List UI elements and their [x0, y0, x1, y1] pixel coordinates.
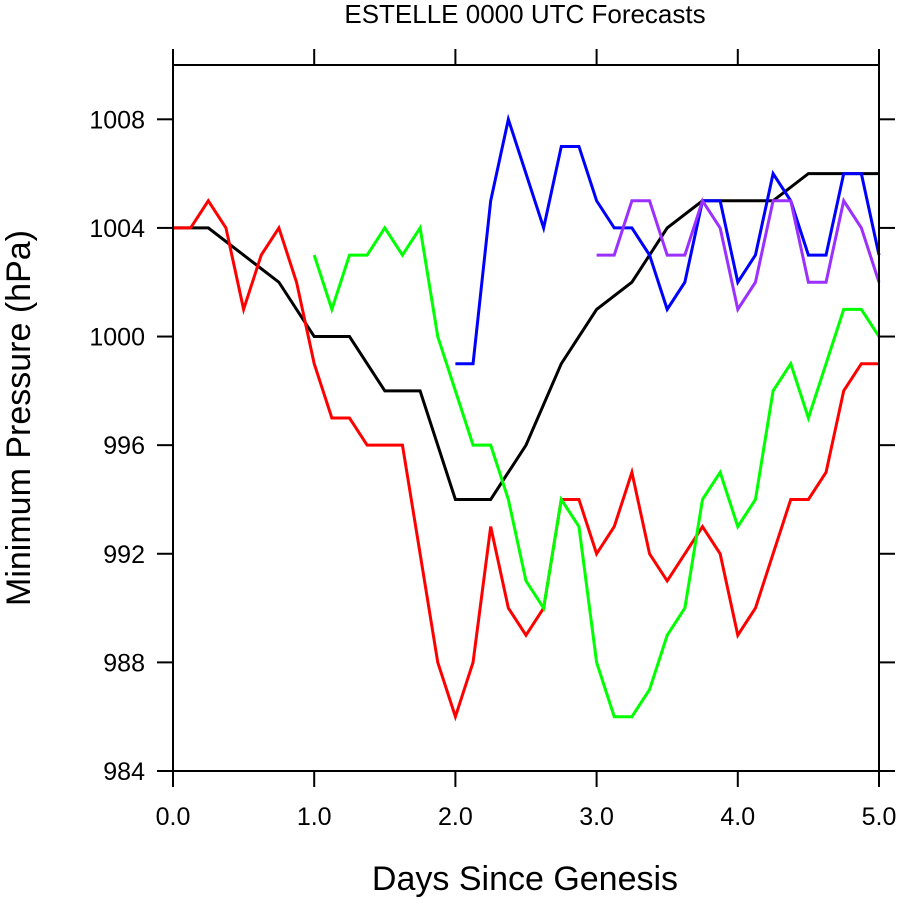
y-tick-label: 1004	[89, 215, 145, 243]
series-line-1	[173, 172, 879, 501]
series-line-4	[455, 113, 881, 366]
y-tick-label: 984	[103, 758, 145, 786]
y-tick-label: 1000	[89, 324, 145, 352]
x-tick-label: 2.0	[438, 803, 473, 831]
y-tick-label: 992	[103, 541, 145, 569]
y-axis-label: Minimum Pressure (hPa)	[0, 230, 38, 606]
x-tick-label: 5.0	[862, 803, 897, 831]
series-line-3	[312, 223, 881, 719]
x-tick-label: 1.0	[297, 803, 332, 831]
x-tick-label: 4.0	[720, 803, 755, 831]
y-tick-label: 988	[103, 649, 145, 677]
series-line-2	[173, 198, 879, 722]
series-line-5	[596, 196, 881, 314]
x-axis-label: Days Since Genesis	[372, 860, 678, 898]
chart-title: ESTELLE 0000 UTC Forecasts	[344, 0, 705, 29]
plot-frame	[172, 64, 880, 772]
x-tick-label: 3.0	[579, 803, 614, 831]
x-tick-label: 0.0	[156, 803, 191, 831]
y-tick-label: 996	[103, 432, 145, 460]
y-tick-label: 1008	[89, 106, 145, 134]
